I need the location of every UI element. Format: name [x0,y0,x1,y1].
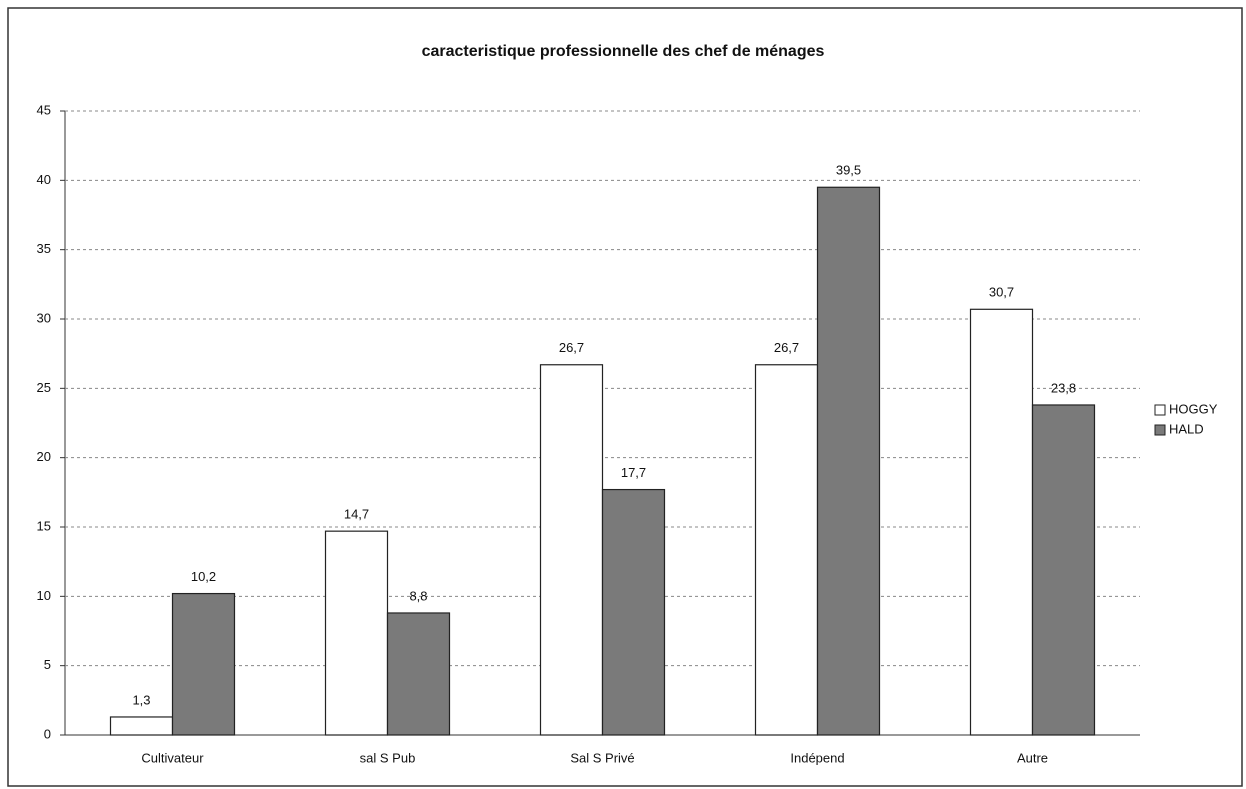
bar [324,530,389,736]
chart-border [7,7,1243,787]
y-tick-label: 35 [37,241,51,256]
data-label: 10,2 [191,569,216,584]
bar [109,716,174,736]
x-tick-label: Cultivateur [141,750,204,765]
y-tick-label: 45 [37,102,51,117]
data-label: 30,7 [989,285,1014,300]
bar [816,186,881,736]
y-tick-label: 25 [37,380,51,395]
y-tick-label: 20 [37,449,51,464]
data-label: 39,5 [836,163,861,178]
bar [754,364,819,736]
bar [171,592,236,736]
y-tick-label: 15 [37,518,51,533]
legend-swatch [1154,404,1166,416]
y-tick-label: 5 [44,657,51,672]
bar [969,308,1034,736]
bar [601,488,666,736]
data-label: 26,7 [774,340,799,355]
data-label: 1,3 [132,692,150,707]
data-label: 26,7 [559,340,584,355]
bar [539,364,604,736]
bar [386,612,451,736]
chart-title: caracteristique professionnelle des chef… [422,43,825,60]
x-tick-label: Indépend [790,750,844,765]
y-tick-label: 10 [37,588,51,603]
data-label: 23,8 [1051,380,1076,395]
y-tick-label: 0 [44,726,51,741]
bar [1031,404,1096,736]
x-tick-label: Sal S Privé [570,750,634,765]
legend-swatch [1154,424,1166,436]
legend-label: HALD [1169,421,1204,436]
data-label: 14,7 [344,507,369,522]
data-label: 17,7 [621,465,646,480]
y-tick-label: 40 [37,172,51,187]
data-label: 8,8 [409,588,427,603]
x-tick-label: Autre [1017,750,1048,765]
legend-label: HOGGY [1169,401,1218,416]
y-tick-label: 30 [37,310,51,325]
x-tick-label: sal S Pub [360,750,416,765]
